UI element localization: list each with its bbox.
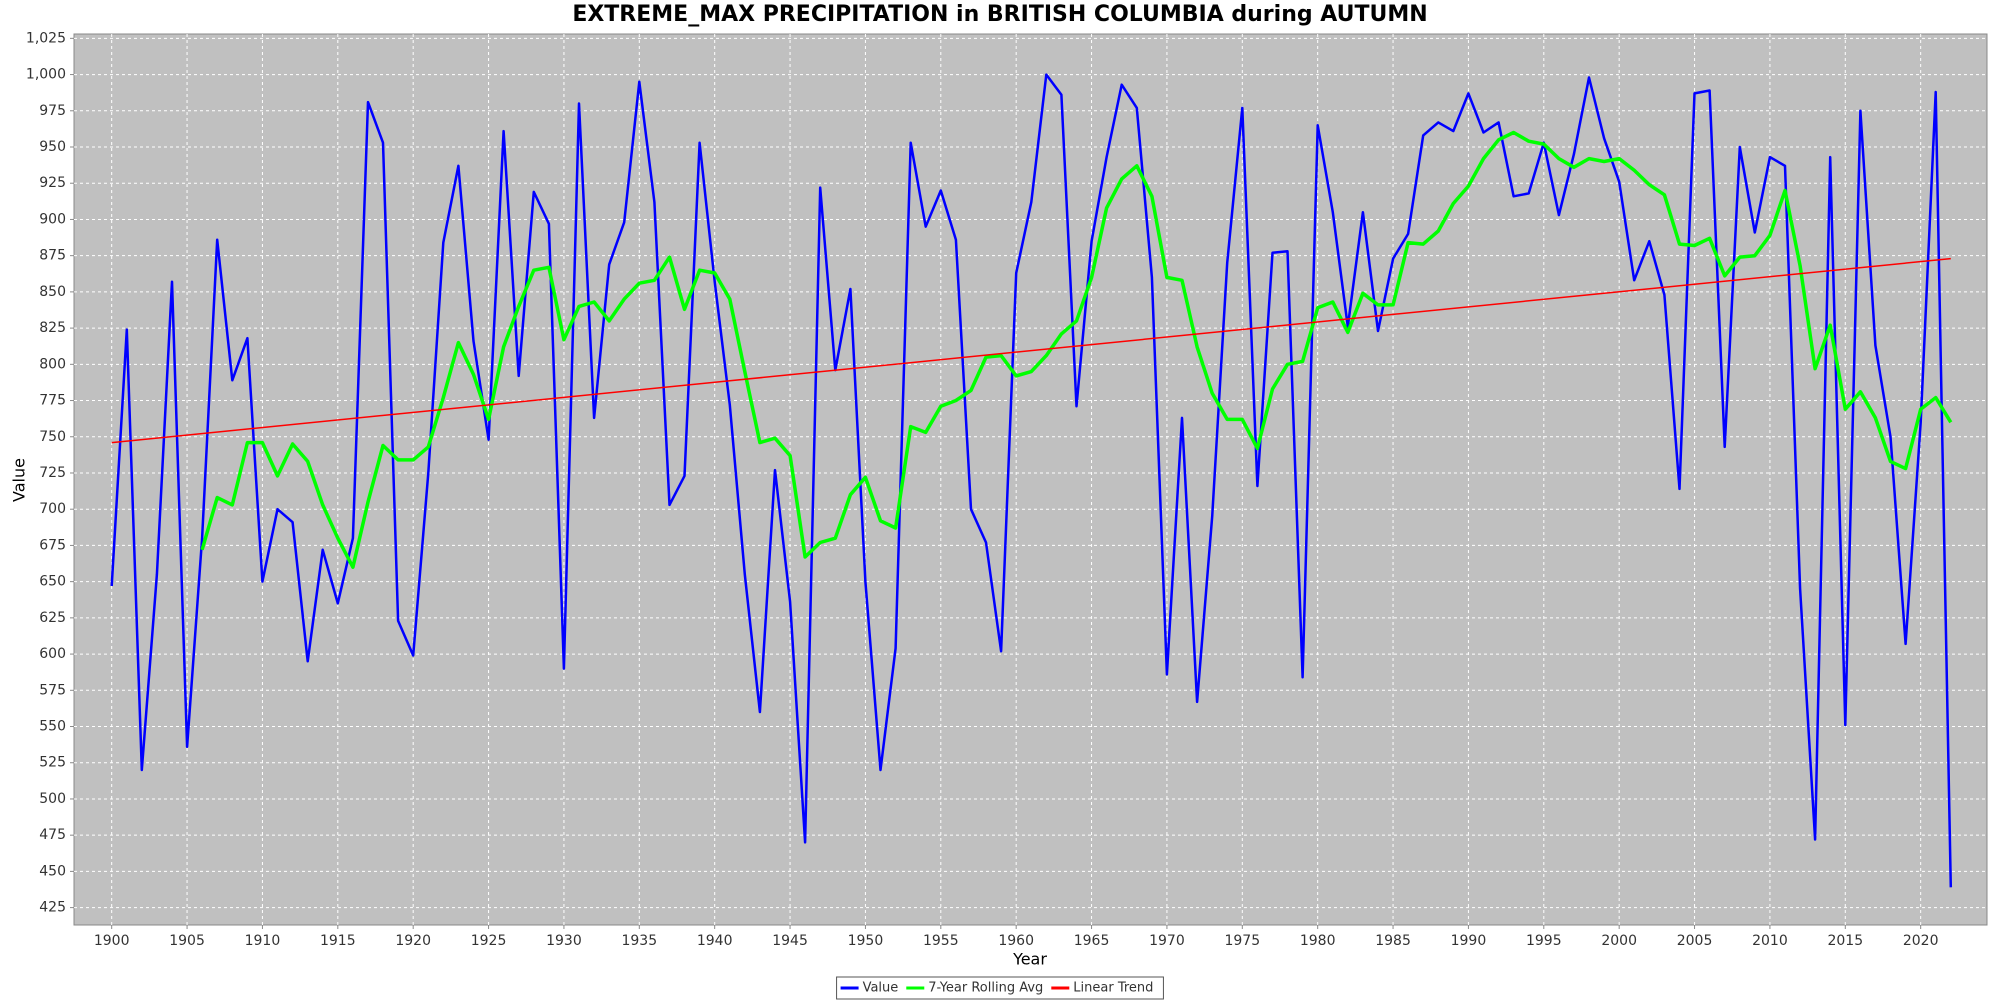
legend-label: Linear Trend (1073, 981, 1153, 996)
x-tick-label: 1920 (395, 933, 431, 949)
y-tick-label: 600 (39, 646, 66, 662)
x-tick-label: 1945 (772, 933, 808, 949)
x-tick-label: 1915 (320, 933, 356, 949)
series-line (110, 73, 1953, 888)
series-line (111, 257, 1951, 444)
y-tick-label: 425 (39, 900, 66, 916)
x-tick-label: 1980 (1300, 933, 1336, 949)
y-tick-label: 500 (39, 791, 66, 807)
y-tick-label: 525 (39, 755, 66, 771)
x-tick-label: 1910 (245, 933, 281, 949)
y-tick-label: 700 (39, 501, 66, 517)
x-tick-label: 2015 (1827, 933, 1863, 949)
legend-label: 7-Year Rolling Avg (928, 981, 1043, 996)
y-tick-label: 725 (39, 465, 66, 481)
y-tick-label: 550 (39, 719, 66, 735)
x-tick-label: 1905 (169, 933, 205, 949)
y-tick-label: 750 (39, 429, 66, 445)
x-tick-label: 2020 (1903, 933, 1939, 949)
x-tick-label: 1970 (1149, 933, 1185, 949)
y-tick-label: 475 (39, 827, 66, 843)
y-tick-label: 925 (39, 175, 66, 191)
x-tick-label: 1925 (471, 933, 507, 949)
x-tick-label: 1950 (848, 933, 884, 949)
y-tick-label: 675 (39, 537, 66, 553)
y-tick-label: 875 (39, 248, 66, 264)
x-tick-label: 1940 (697, 933, 733, 949)
x-tick-label: 1995 (1526, 933, 1562, 949)
x-tick-label: 1990 (1451, 933, 1487, 949)
legend-label: Value (863, 981, 899, 996)
x-axis-label: Year (1012, 950, 1047, 969)
x-tick-label: 2000 (1601, 933, 1637, 949)
x-tick-label: 1960 (998, 933, 1034, 949)
x-tick-label: 1955 (923, 933, 959, 949)
legend-box (836, 976, 1164, 1000)
x-tick-label: 2005 (1677, 933, 1713, 949)
y-tick-label: 450 (39, 863, 66, 879)
series-line (200, 130, 1953, 569)
chart-title: EXTREME_MAX PRECIPITATION in BRITISH COL… (572, 2, 1427, 27)
x-tick-label: 1930 (546, 933, 582, 949)
y-tick-label: 575 (39, 682, 66, 698)
y-tick-label: 825 (39, 320, 66, 336)
y-tick-label: 900 (39, 211, 66, 227)
x-tick-label: 1965 (1074, 933, 1110, 949)
y-tick-label: 1,025 (26, 30, 66, 46)
x-tick-label: 1935 (621, 933, 657, 949)
y-tick-label: 625 (39, 610, 66, 626)
y-tick-label: 975 (39, 103, 66, 119)
y-tick-label: 850 (39, 284, 66, 300)
y-axis-label: Value (10, 458, 29, 502)
x-tick-label: 1900 (94, 933, 130, 949)
x-tick-label: 1975 (1224, 933, 1260, 949)
y-tick-label: 775 (39, 393, 66, 409)
y-tick-label: 1,000 (26, 67, 66, 83)
y-tick-label: 950 (39, 139, 66, 155)
y-tick-label: 800 (39, 356, 66, 372)
y-tick-label: 650 (39, 574, 66, 590)
x-tick-label: 2010 (1752, 933, 1788, 949)
plot-area (73, 33, 1988, 926)
x-tick-label: 1985 (1375, 933, 1411, 949)
